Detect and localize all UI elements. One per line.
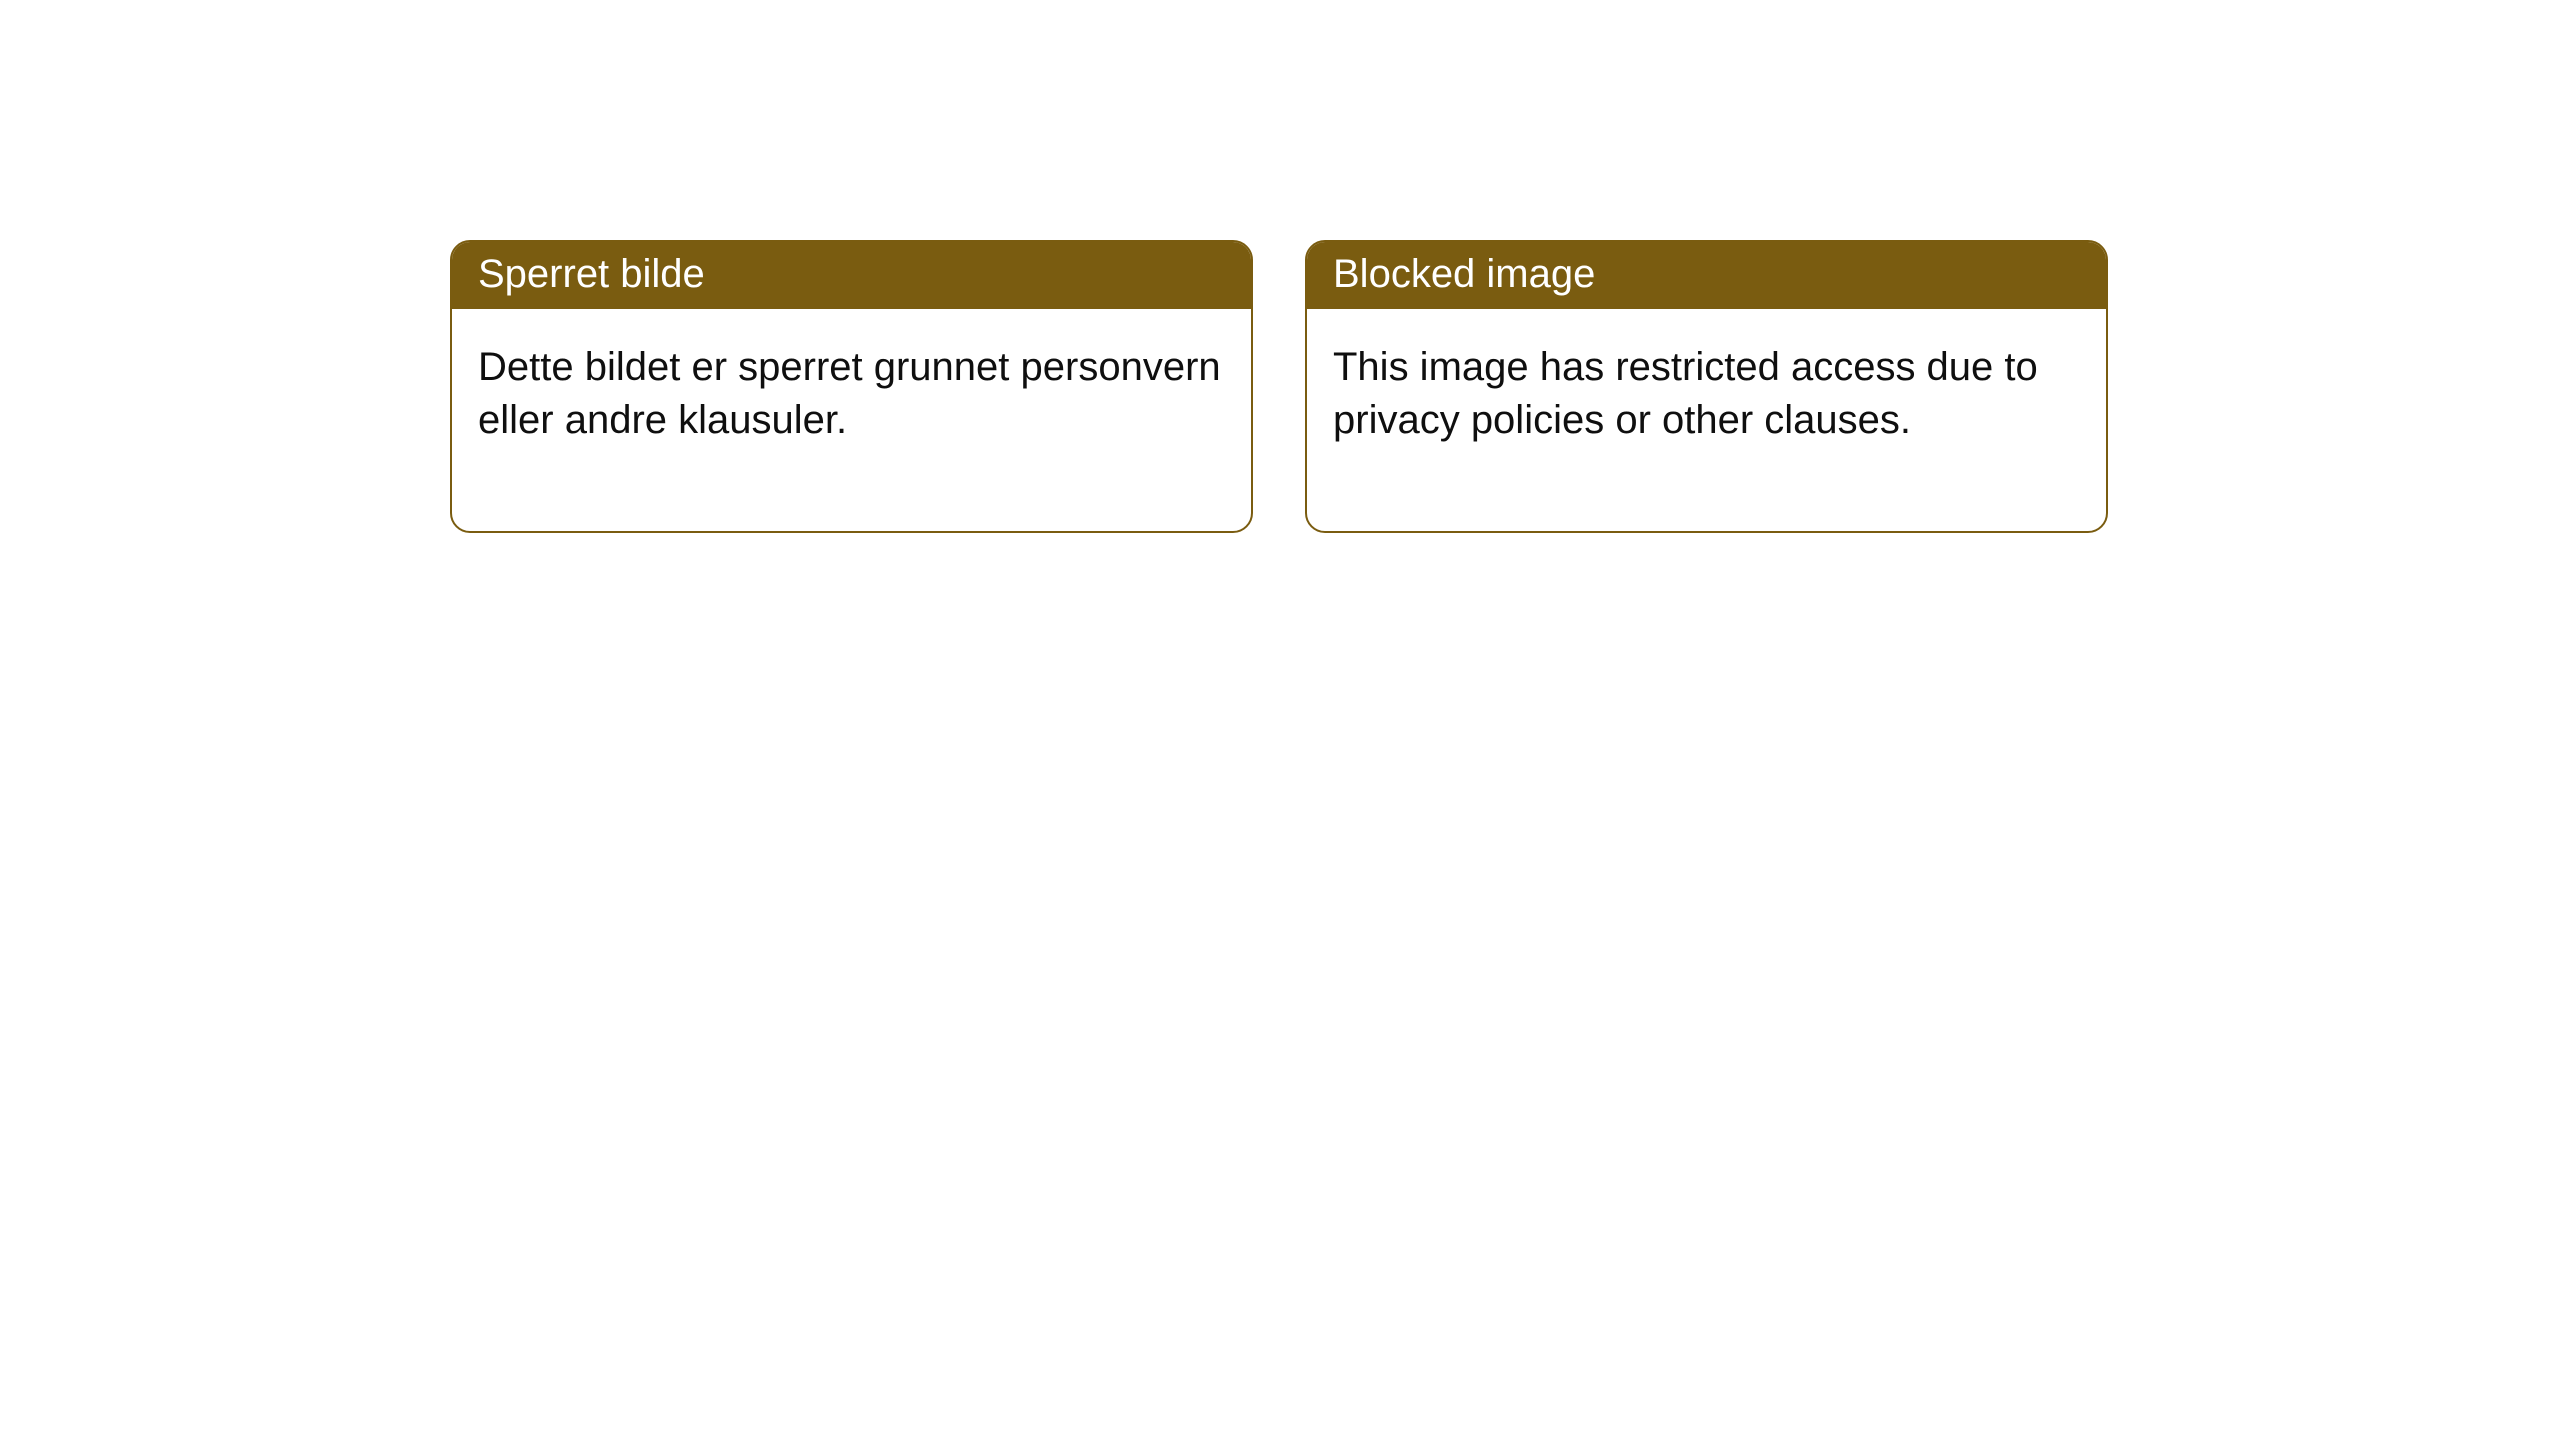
notice-card-norwegian: Sperret bilde Dette bildet er sperret gr…: [450, 240, 1253, 533]
notice-cards-container: Sperret bilde Dette bildet er sperret gr…: [450, 240, 2108, 533]
notice-body: This image has restricted access due to …: [1307, 309, 2106, 531]
notice-card-english: Blocked image This image has restricted …: [1305, 240, 2108, 533]
notice-body: Dette bildet er sperret grunnet personve…: [452, 309, 1251, 531]
notice-title: Sperret bilde: [452, 242, 1251, 309]
notice-title: Blocked image: [1307, 242, 2106, 309]
